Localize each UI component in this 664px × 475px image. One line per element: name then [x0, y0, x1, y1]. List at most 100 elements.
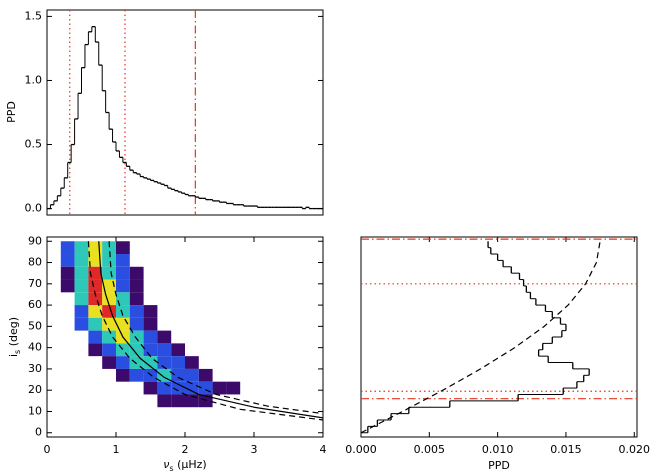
- y-axis-title: is (deg): [7, 317, 22, 357]
- density-cell: [116, 279, 130, 293]
- x-tick-label: 0.015: [550, 443, 582, 456]
- y-tick-label: 1.5: [25, 9, 43, 22]
- density-cell: [129, 292, 144, 306]
- y-tick-label: 80: [28, 256, 42, 269]
- density-cell: [102, 279, 116, 293]
- curve: [98, 241, 324, 419]
- density-cell: [74, 254, 89, 267]
- y-tick-label: 90: [28, 234, 42, 247]
- x-tick-label: 0.005: [414, 443, 446, 456]
- density-cell: [102, 356, 116, 369]
- density-cell: [171, 356, 185, 369]
- y-tick-label: 70: [28, 277, 42, 290]
- density-cell: [143, 343, 158, 357]
- y-axis-title: PPD: [5, 101, 18, 123]
- density-cell: [88, 343, 103, 357]
- density-cell: [60, 279, 75, 293]
- density-cell: [129, 317, 144, 331]
- density-cell: [157, 330, 172, 344]
- density-cell: [157, 356, 172, 369]
- density-cell: [171, 394, 185, 408]
- density-cell: [185, 356, 199, 369]
- x-tick-label: 2: [182, 443, 189, 456]
- density-cell: [60, 266, 75, 280]
- label-subscript: s: [169, 464, 173, 473]
- curve: [87, 241, 324, 421]
- y-tick-label: 10: [28, 404, 42, 417]
- density-cell: [74, 292, 89, 306]
- density-cell: [88, 292, 103, 306]
- top-panel-frame: [46, 9, 324, 216]
- density-cell: [88, 330, 103, 344]
- density-cell: [116, 343, 130, 357]
- density-cell: [60, 241, 75, 255]
- x-tick-label: 0.020: [619, 443, 651, 456]
- label-subscript: s: [13, 350, 22, 354]
- label-part: ν: [163, 458, 169, 471]
- label-part: (deg): [7, 317, 20, 350]
- density-cell: [171, 343, 185, 357]
- density-cell: [171, 381, 185, 395]
- right-panel-frame: [360, 236, 638, 438]
- curve: [360, 241, 601, 434]
- curve: [108, 241, 324, 415]
- y-tick-label: 30: [28, 362, 42, 375]
- y-tick-label: 60: [28, 298, 42, 311]
- density-cell: [157, 343, 172, 357]
- density-cell: [88, 241, 103, 255]
- density-cell: [102, 241, 116, 255]
- density-cell: [143, 317, 158, 331]
- label-part: (μHz): [174, 458, 207, 471]
- density-cell: [129, 343, 144, 357]
- density-cell: [226, 381, 241, 395]
- x-tick-label: 3: [251, 443, 258, 456]
- y-tick-label: 0: [35, 426, 42, 439]
- density-cell: [74, 279, 89, 293]
- density-cell: [116, 266, 130, 280]
- density-cell: [143, 305, 158, 318]
- density-cell: [88, 254, 103, 267]
- y-tick-label: 0.0: [25, 202, 43, 215]
- density-cell: [74, 317, 89, 331]
- density-cell: [212, 381, 227, 395]
- x-tick-label: 1: [113, 443, 120, 456]
- density-cell: [102, 330, 116, 344]
- density-cell: [129, 330, 144, 344]
- density-cell: [102, 266, 116, 280]
- density-cell: [88, 305, 103, 318]
- density-cell: [129, 305, 144, 318]
- y-tick-label: 20: [28, 383, 42, 396]
- density-cell: [74, 266, 89, 280]
- density-cell: [157, 394, 172, 408]
- density-cell: [102, 317, 116, 331]
- x-tick-label: 0.000: [345, 443, 377, 456]
- x-tick-label: 0: [44, 443, 51, 456]
- density-cell: [74, 241, 89, 255]
- y-tick-label: 0.5: [25, 138, 43, 151]
- y-tick-label: 1.0: [25, 73, 43, 86]
- density-cell: [129, 266, 144, 280]
- density-cell: [88, 279, 103, 293]
- label-part: i: [7, 354, 20, 357]
- y-tick-label: 40: [28, 341, 42, 354]
- density-cell: [198, 394, 213, 408]
- density-cell: [116, 356, 130, 369]
- x-tick-label: 0.010: [482, 443, 514, 456]
- density-cell: [116, 241, 130, 255]
- density-cell: [102, 254, 116, 267]
- density-cell: [88, 266, 103, 280]
- density-cell: [116, 254, 130, 267]
- density-cell: [185, 368, 199, 382]
- density-cell: [74, 305, 89, 318]
- x-tick-label: 4: [320, 443, 327, 456]
- density-cell: [129, 368, 144, 382]
- density-cell: [116, 305, 130, 318]
- density-cell: [116, 292, 130, 306]
- density-cell: [116, 368, 130, 382]
- x-axis-title: νs (μHz): [163, 458, 206, 473]
- density-cell: [129, 356, 144, 369]
- density-cell: [129, 279, 144, 293]
- density-cell: [88, 317, 103, 331]
- density-cell: [102, 343, 116, 357]
- density-cell: [198, 368, 213, 382]
